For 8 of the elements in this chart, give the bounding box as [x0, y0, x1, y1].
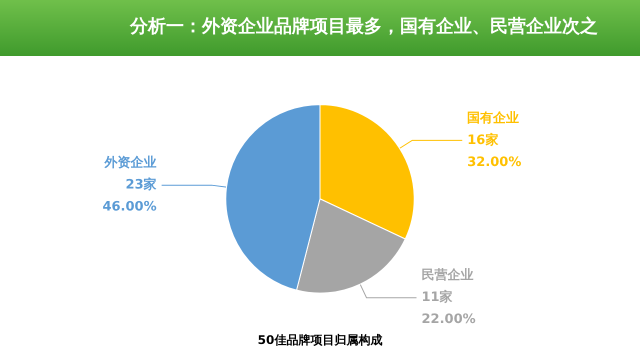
data-label: 16家 32.00%: [467, 132, 522, 170]
data-label: 23家 46.00%: [102, 176, 157, 215]
text: 50佳品牌项目归属构成: [258, 333, 382, 347]
slice-label: 外资企业: [104, 156, 157, 171]
chart-title: 分析一：外资企业品牌项目最多，国有企业、民营企业次之: [130, 15, 598, 38]
slice-label: 国有企业: [467, 110, 520, 126]
slice-label: 民营企业: [422, 267, 474, 284]
data-label: 11家 22.00%: [422, 289, 476, 328]
